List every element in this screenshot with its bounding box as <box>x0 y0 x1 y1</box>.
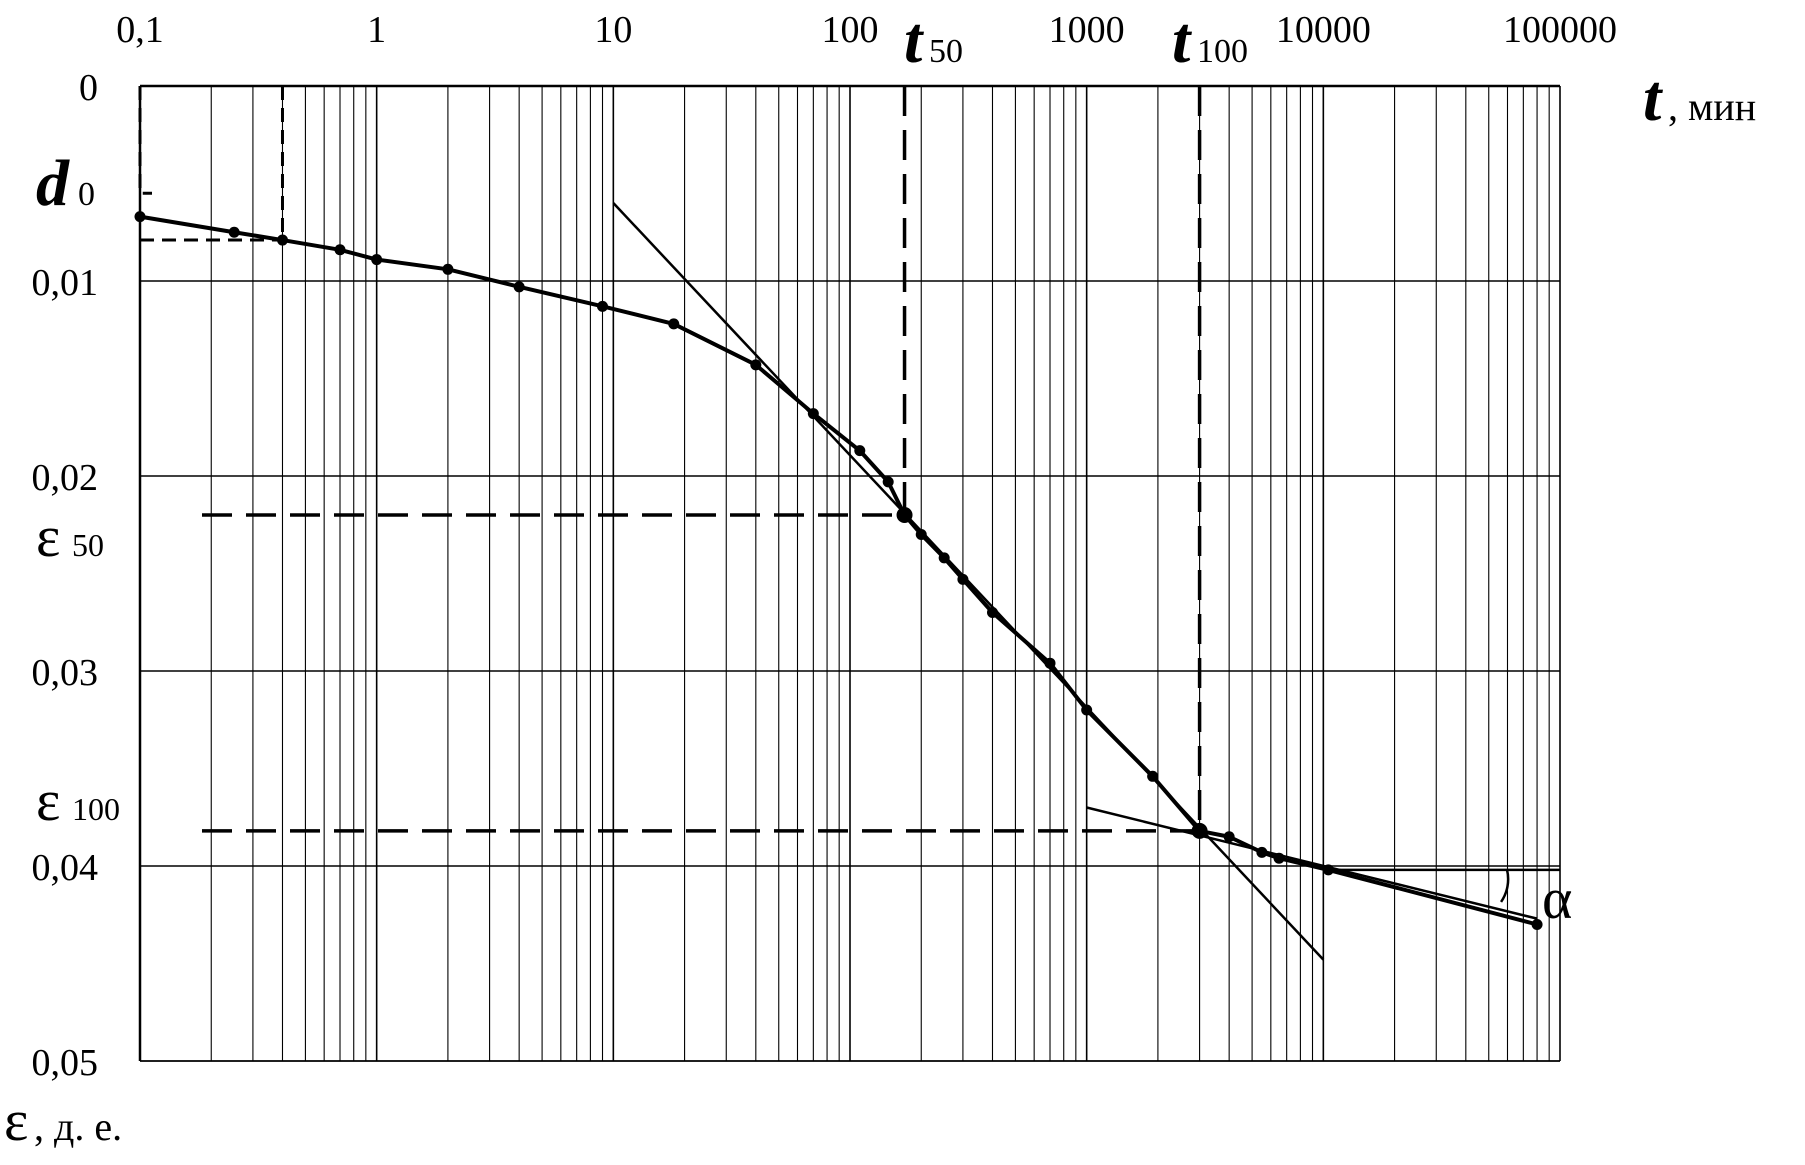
data-point <box>1256 846 1268 858</box>
data-points <box>134 211 1543 930</box>
angle-label: α <box>1542 866 1572 931</box>
y-tick-label: 0,01 <box>32 262 99 304</box>
y-tick-label: 0,03 <box>32 652 99 694</box>
angle-arc <box>1500 869 1510 903</box>
t100-label: t <box>1172 4 1192 77</box>
eps50-subscript: 50 <box>72 527 104 563</box>
x-tick-label: 0,1 <box>116 9 164 51</box>
data-point <box>1322 864 1334 876</box>
x-tick-label: 10 <box>594 9 632 51</box>
data-point <box>1081 704 1093 716</box>
data-point <box>228 226 240 238</box>
y-axis-unit: , д. е. <box>34 1104 122 1149</box>
t50-intersection-point <box>896 507 913 523</box>
y-tick-label: 0,02 <box>32 457 99 499</box>
data-point <box>854 445 866 457</box>
data-point <box>334 244 346 256</box>
x-tick-label: 100 <box>822 9 879 51</box>
data-point <box>957 573 969 585</box>
t100-intersection-point <box>1191 822 1208 839</box>
data-point <box>371 254 383 266</box>
data-point <box>807 408 819 420</box>
data-point <box>1223 831 1235 843</box>
data-point <box>442 263 454 275</box>
y-tick-label: 0,04 <box>32 847 99 889</box>
data-point <box>668 318 680 330</box>
data-point <box>1531 919 1543 930</box>
tangent-line <box>612 202 1325 961</box>
reference-lines <box>138 86 1202 833</box>
data-point <box>1147 770 1159 782</box>
data-point <box>276 234 288 246</box>
x-axis-unit: , мин <box>1668 84 1756 129</box>
eps50-label: ε <box>36 504 60 569</box>
eps100-label: ε <box>36 768 60 833</box>
data-point <box>986 607 998 618</box>
curve-line <box>139 214 1538 927</box>
x-tick-label: 1 <box>367 9 386 51</box>
t100-subscript: 100 <box>1197 33 1248 70</box>
chart-grid <box>139 85 1560 1062</box>
data-point <box>882 476 894 488</box>
x-tick-label: 1000 <box>1049 9 1125 51</box>
y-tick-label: 0,05 <box>32 1042 99 1084</box>
d0-dashed-line <box>138 86 152 195</box>
data-point <box>915 529 927 540</box>
d0-subscript: 0 <box>78 176 95 213</box>
d0-label: d <box>36 147 70 220</box>
t50-label: t <box>904 4 924 77</box>
data-point <box>1273 852 1285 864</box>
data-point <box>750 359 762 371</box>
data-point <box>597 300 609 312</box>
x-tick-label: 10000 <box>1276 9 1371 51</box>
tangent-line <box>1086 806 1538 920</box>
data-point <box>1044 657 1056 669</box>
y-tick-label: 0 <box>79 67 98 109</box>
t50-subscript: 50 <box>929 33 963 70</box>
data-point <box>513 281 525 293</box>
eps100-subscript: 100 <box>72 791 120 827</box>
y-tick-labels: 0 0,01 0,02 0,03 0,04 0,05 <box>32 67 99 1084</box>
chart-frame <box>138 84 1561 1062</box>
x-tick-labels: 0,1 1 10 100 1000 10000 100000 <box>116 9 1617 51</box>
consolidation-curve <box>139 214 1538 927</box>
x-tick-label: 100000 <box>1503 9 1617 51</box>
y-axis-symbol: ε <box>4 1088 28 1153</box>
data-point <box>938 552 950 564</box>
x-axis-symbol: t <box>1643 62 1663 135</box>
data-point <box>134 211 146 223</box>
